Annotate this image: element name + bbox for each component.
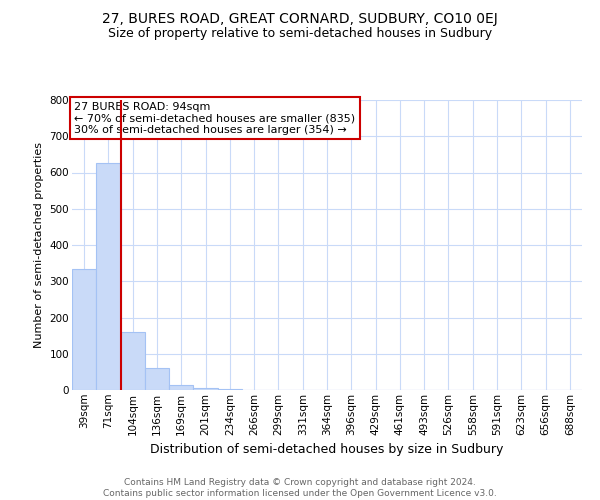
X-axis label: Distribution of semi-detached houses by size in Sudbury: Distribution of semi-detached houses by … [151, 443, 503, 456]
Text: Size of property relative to semi-detached houses in Sudbury: Size of property relative to semi-detach… [108, 28, 492, 40]
Text: 27 BURES ROAD: 94sqm
← 70% of semi-detached houses are smaller (835)
30% of semi: 27 BURES ROAD: 94sqm ← 70% of semi-detac… [74, 102, 356, 135]
Bar [169, 384, 193, 390]
Bar [72, 268, 96, 390]
Text: 27, BURES ROAD, GREAT CORNARD, SUDBURY, CO10 0EJ: 27, BURES ROAD, GREAT CORNARD, SUDBURY, … [102, 12, 498, 26]
Text: Contains HM Land Registry data © Crown copyright and database right 2024.
Contai: Contains HM Land Registry data © Crown c… [103, 478, 497, 498]
Y-axis label: Number of semi-detached properties: Number of semi-detached properties [34, 142, 44, 348]
Bar [96, 164, 121, 390]
Bar [145, 368, 169, 390]
Bar [193, 388, 218, 390]
Bar [121, 332, 145, 390]
